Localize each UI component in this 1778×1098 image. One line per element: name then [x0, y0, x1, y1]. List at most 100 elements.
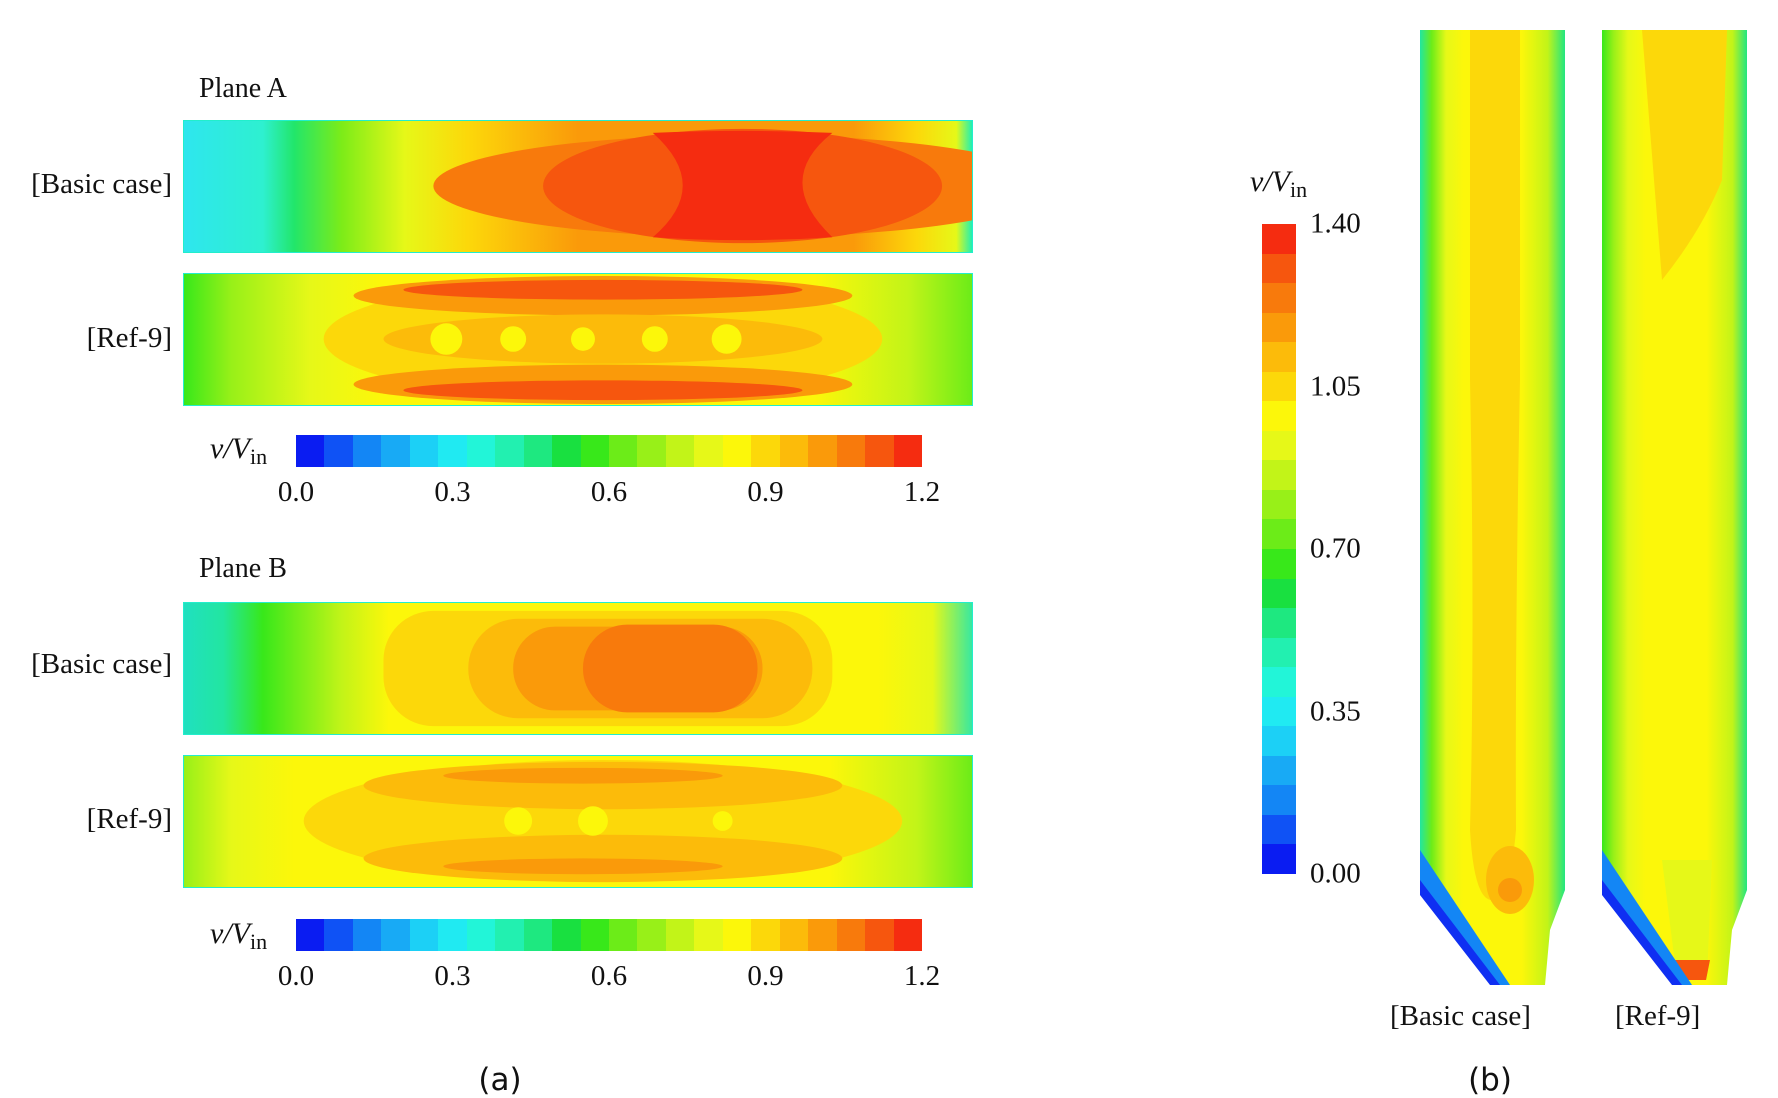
- colorbar-a2-tick: 0.3: [434, 960, 471, 992]
- colorbar-b-tick: 0.70: [1310, 532, 1361, 565]
- plane-b-basic-contour: [183, 602, 973, 735]
- plane-a-ref9-contour: [183, 273, 973, 406]
- colorbar-swatch: [1262, 489, 1296, 520]
- plane-b-row-label-basic: [Basic case]: [31, 648, 172, 680]
- colorbar-swatch: [438, 435, 467, 467]
- plane-a-title: Plane A: [199, 73, 287, 104]
- colorbar-swatch: [1262, 401, 1296, 431]
- colorbar-swatch: [1262, 342, 1296, 372]
- colorbar-swatch: [324, 435, 353, 467]
- colorbar-swatch: [637, 435, 666, 467]
- colorbar-swatch: [523, 919, 553, 951]
- column-basic-label: [Basic case]: [1390, 1000, 1531, 1032]
- colorbar-a1-label: v/Vin: [210, 432, 268, 469]
- colorbar-a1-tick: 0.6: [590, 476, 628, 508]
- colorbar-swatch: [552, 435, 581, 467]
- colorbar-swatch: [409, 435, 439, 467]
- colorbar-swatch: [722, 435, 752, 467]
- colorbar-swatch: [1262, 283, 1296, 313]
- colorbar-swatch: [523, 435, 553, 467]
- colorbar-a2-label: v/Vin: [210, 917, 268, 954]
- column-basic-contour: [1420, 30, 1565, 990]
- colorbar-swatch: [296, 435, 325, 467]
- colorbar-swatch: [438, 919, 467, 951]
- colorbar-swatch: [495, 435, 524, 467]
- colorbar-swatch: [836, 435, 866, 467]
- colorbar-swatch: [808, 435, 837, 467]
- colorbar-b-tick: 1.40: [1310, 207, 1361, 240]
- colorbar-swatch: [1262, 785, 1296, 815]
- colorbar-a2-tick: 0.6: [590, 960, 628, 992]
- colorbar-swatch: [779, 919, 809, 951]
- colorbar-a2-ticks: 0.0 0.3 0.6 0.9 1.2: [278, 960, 940, 996]
- colorbar-swatch: [1262, 549, 1296, 579]
- colorbar-swatch: [381, 919, 410, 951]
- colorbar-a2-tick: 0.9: [747, 960, 784, 992]
- colorbar-swatch: [352, 919, 382, 951]
- colorbar-swatch: [1262, 696, 1296, 727]
- plane-b-row-label-ref9: [Ref-9]: [86, 803, 172, 835]
- colorbar-swatch: [1262, 814, 1296, 845]
- caption-b: (b): [1468, 1062, 1512, 1098]
- plane-a-row-label-ref9: [Ref-9]: [86, 322, 172, 354]
- colorbar-swatch: [779, 435, 809, 467]
- colorbar-a1-tick: 0.0: [277, 476, 315, 508]
- colorbar-swatch: [751, 919, 780, 951]
- colorbar-b: [1262, 224, 1296, 875]
- colorbar-swatch: [495, 919, 524, 951]
- colorbar-swatch: [637, 919, 666, 951]
- colorbar-b-tick: 0.00: [1310, 857, 1361, 890]
- colorbar-swatch: [1262, 726, 1296, 756]
- plane-a-row-label-basic: [Basic case]: [31, 168, 172, 200]
- colorbar-swatch: [865, 435, 894, 467]
- plane-b-title: Plane B: [199, 553, 287, 584]
- colorbar-b-ticks: 1.40 1.05 0.70 0.35 0.00: [1310, 208, 1410, 890]
- colorbar-swatch: [1262, 224, 1296, 254]
- colorbar-swatch: [466, 919, 496, 951]
- colorbar-a1-tick: 0.3: [434, 476, 471, 508]
- column-ref9-label: [Ref-9]: [1615, 1000, 1701, 1032]
- colorbar-swatch: [296, 919, 325, 951]
- colorbar-swatch: [1262, 637, 1296, 668]
- colorbar-swatch: [580, 919, 609, 951]
- colorbar-a1: [296, 435, 922, 467]
- colorbar-swatch: [836, 919, 866, 951]
- colorbar-swatch: [1262, 430, 1296, 461]
- colorbar-swatch: [665, 435, 695, 467]
- colorbar-swatch: [1262, 667, 1296, 697]
- colorbar-swatch: [808, 919, 837, 951]
- colorbar-swatch: [1262, 578, 1296, 609]
- colorbar-b-label: v/Vin: [1250, 165, 1308, 202]
- colorbar-swatch: [694, 435, 723, 467]
- colorbar-swatch: [552, 919, 581, 951]
- colorbar-swatch: [1262, 608, 1296, 638]
- colorbar-swatch: [409, 919, 439, 951]
- colorbar-swatch: [1262, 460, 1296, 490]
- colorbar-swatch: [608, 919, 638, 951]
- colorbar-swatch: [1262, 253, 1296, 284]
- colorbar-swatch: [324, 919, 353, 951]
- colorbar-swatch: [1262, 519, 1296, 550]
- colorbar-b-tick: 0.35: [1310, 695, 1361, 727]
- colorbar-swatch: [1262, 371, 1296, 402]
- colorbar-a1-ticks: 0.0 0.3 0.6 0.9 1.2: [278, 476, 940, 512]
- colorbar-swatch: [751, 435, 780, 467]
- colorbar-a1-tick: 1.2: [903, 476, 941, 508]
- colorbar-swatch: [1262, 312, 1296, 343]
- colorbar-swatch: [865, 919, 894, 951]
- column-ref9-contour: [1602, 30, 1747, 990]
- colorbar-swatch: [893, 919, 922, 951]
- plane-b-ref9-contour: [183, 755, 973, 888]
- colorbar-a2: [296, 919, 922, 951]
- colorbar-swatch: [580, 435, 609, 467]
- colorbar-swatch: [1262, 755, 1296, 786]
- colorbar-swatch: [722, 919, 752, 951]
- colorbar-swatch: [893, 435, 922, 467]
- caption-a: (a): [478, 1062, 522, 1098]
- colorbar-a2-tick: 1.2: [903, 960, 941, 992]
- colorbar-swatch: [466, 435, 496, 467]
- colorbar-b-tick: 1.05: [1310, 370, 1361, 402]
- colorbar-a1-tick: 0.9: [747, 476, 784, 508]
- colorbar-swatch: [608, 435, 638, 467]
- colorbar-swatch: [352, 435, 382, 467]
